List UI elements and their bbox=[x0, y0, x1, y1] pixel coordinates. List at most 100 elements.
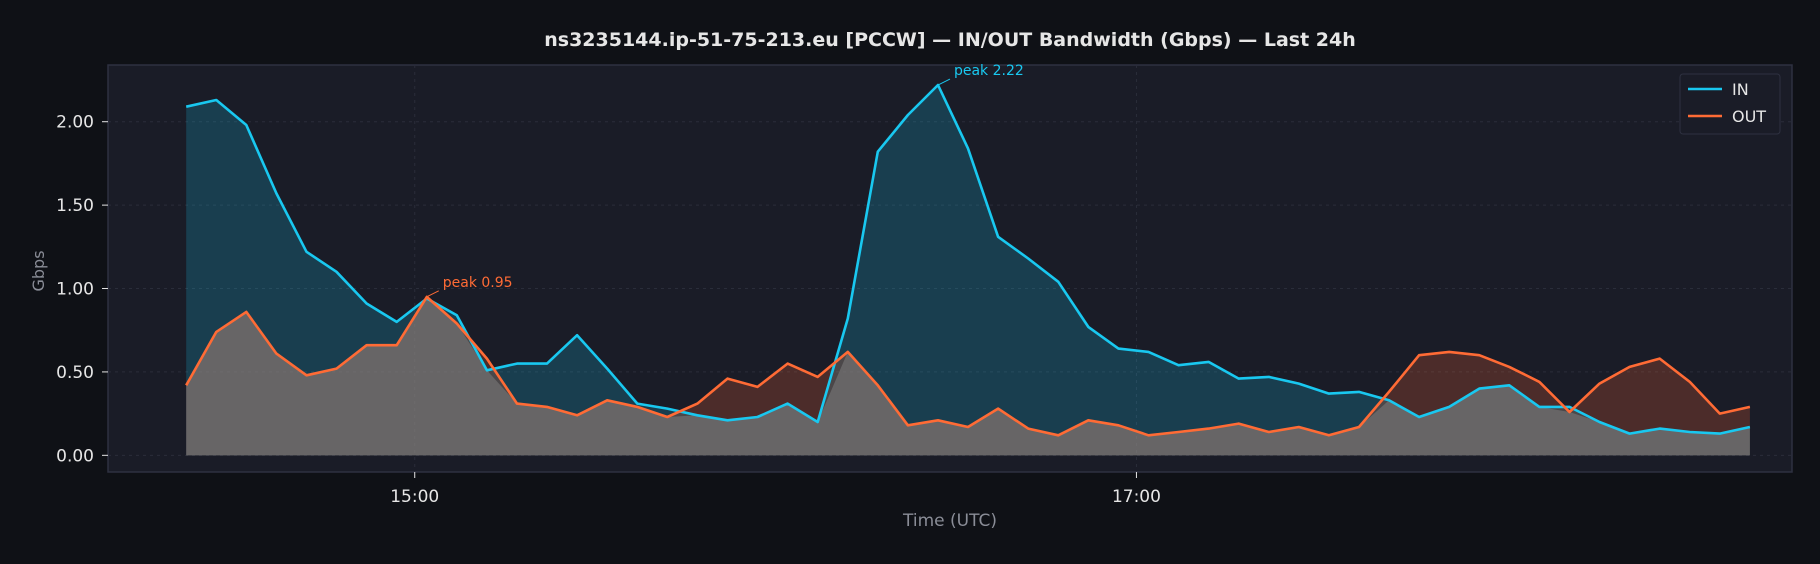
in-point bbox=[905, 113, 910, 118]
out-point bbox=[1236, 421, 1241, 426]
out-point bbox=[1717, 411, 1722, 416]
in-point bbox=[484, 368, 489, 373]
in-point bbox=[1417, 415, 1422, 420]
in-point bbox=[815, 420, 820, 425]
in-point bbox=[1206, 359, 1211, 364]
in-point bbox=[1627, 431, 1632, 436]
y-tick-label: 1.50 bbox=[56, 196, 94, 216]
out-point bbox=[845, 349, 850, 354]
out-point bbox=[785, 361, 790, 366]
out-point bbox=[1567, 410, 1572, 415]
out-point bbox=[1687, 379, 1692, 384]
in-point bbox=[1357, 389, 1362, 394]
in-point bbox=[1717, 431, 1722, 436]
out-point bbox=[545, 404, 550, 409]
out-point bbox=[575, 413, 580, 418]
out-point bbox=[665, 415, 670, 420]
out-point bbox=[875, 383, 880, 388]
out-point bbox=[1417, 353, 1422, 358]
x-axis-label: Time (UTC) bbox=[902, 511, 997, 531]
in-point bbox=[184, 104, 189, 109]
out-point bbox=[605, 398, 610, 403]
in-point bbox=[1387, 398, 1392, 403]
out-series-line bbox=[185, 295, 1751, 437]
in-point bbox=[454, 313, 459, 318]
in-point bbox=[1296, 381, 1301, 386]
legend-label-out: OUT bbox=[1732, 107, 1766, 126]
out-point bbox=[214, 329, 219, 334]
out-point bbox=[966, 425, 971, 430]
in-point bbox=[1447, 404, 1452, 409]
out-point bbox=[1627, 364, 1632, 369]
y-tick-label: 0.50 bbox=[56, 363, 94, 383]
in-series-line bbox=[185, 83, 1751, 435]
in-point bbox=[1597, 420, 1602, 425]
in-point bbox=[334, 269, 339, 274]
in-point bbox=[1537, 404, 1542, 409]
out-point bbox=[1056, 433, 1061, 438]
y-axis-label: Gbps bbox=[29, 250, 48, 291]
out-point bbox=[815, 374, 820, 379]
out-point bbox=[1146, 433, 1151, 438]
out-point bbox=[184, 383, 189, 388]
in-point bbox=[394, 319, 399, 324]
in-area-fill bbox=[186, 85, 1750, 456]
out-point bbox=[1176, 430, 1181, 435]
out-point bbox=[244, 309, 249, 314]
out-point bbox=[1116, 423, 1121, 428]
out-point bbox=[936, 418, 941, 423]
in-point bbox=[1086, 324, 1091, 329]
peak-annotation-leader bbox=[937, 78, 951, 86]
peak-annotation-label: peak 2.22 bbox=[954, 63, 1024, 79]
out-point bbox=[1296, 425, 1301, 430]
out-point bbox=[1266, 430, 1271, 435]
in-point bbox=[665, 406, 670, 411]
in-point bbox=[1116, 346, 1121, 351]
out-point bbox=[1747, 404, 1752, 409]
in-point bbox=[1266, 374, 1271, 379]
in-point bbox=[996, 234, 1001, 239]
out-point bbox=[635, 404, 640, 409]
in-point bbox=[875, 149, 880, 154]
out-point bbox=[1537, 379, 1542, 384]
out-point bbox=[1206, 426, 1211, 431]
in-point bbox=[1026, 256, 1031, 261]
in-point bbox=[966, 146, 971, 151]
in-point bbox=[274, 191, 279, 196]
out-point bbox=[394, 343, 399, 348]
out-point bbox=[996, 406, 1001, 411]
out-point bbox=[364, 343, 369, 348]
out-point bbox=[1086, 418, 1091, 423]
out-point bbox=[454, 321, 459, 326]
in-point bbox=[605, 366, 610, 371]
out-point bbox=[1507, 364, 1512, 369]
in-point bbox=[845, 316, 850, 321]
in-point bbox=[725, 418, 730, 423]
in-point bbox=[244, 123, 249, 128]
in-point bbox=[364, 301, 369, 306]
x-tick-label: 15:00 bbox=[390, 487, 439, 507]
in-point bbox=[214, 98, 219, 103]
in-point bbox=[304, 249, 309, 254]
legend-label-in: IN bbox=[1732, 80, 1749, 99]
out-point bbox=[1026, 426, 1031, 431]
plot-area bbox=[107, 64, 1793, 473]
x-tick-label: 17:00 bbox=[1112, 487, 1161, 507]
in-point bbox=[1056, 279, 1061, 284]
out-point bbox=[334, 366, 339, 371]
in-point bbox=[1687, 430, 1692, 435]
out-point bbox=[1477, 353, 1482, 358]
y-tick-label: 1.00 bbox=[56, 280, 94, 300]
out-point bbox=[1326, 433, 1331, 438]
in-point bbox=[1326, 391, 1331, 396]
out-point bbox=[725, 376, 730, 381]
in-point bbox=[1146, 349, 1151, 354]
in-point bbox=[515, 361, 520, 366]
out-point bbox=[905, 423, 910, 428]
in-point bbox=[755, 415, 760, 420]
out-point bbox=[484, 356, 489, 361]
peak-annotation-label: peak 0.95 bbox=[443, 275, 513, 291]
in-point bbox=[1236, 376, 1241, 381]
out-point bbox=[304, 373, 309, 378]
